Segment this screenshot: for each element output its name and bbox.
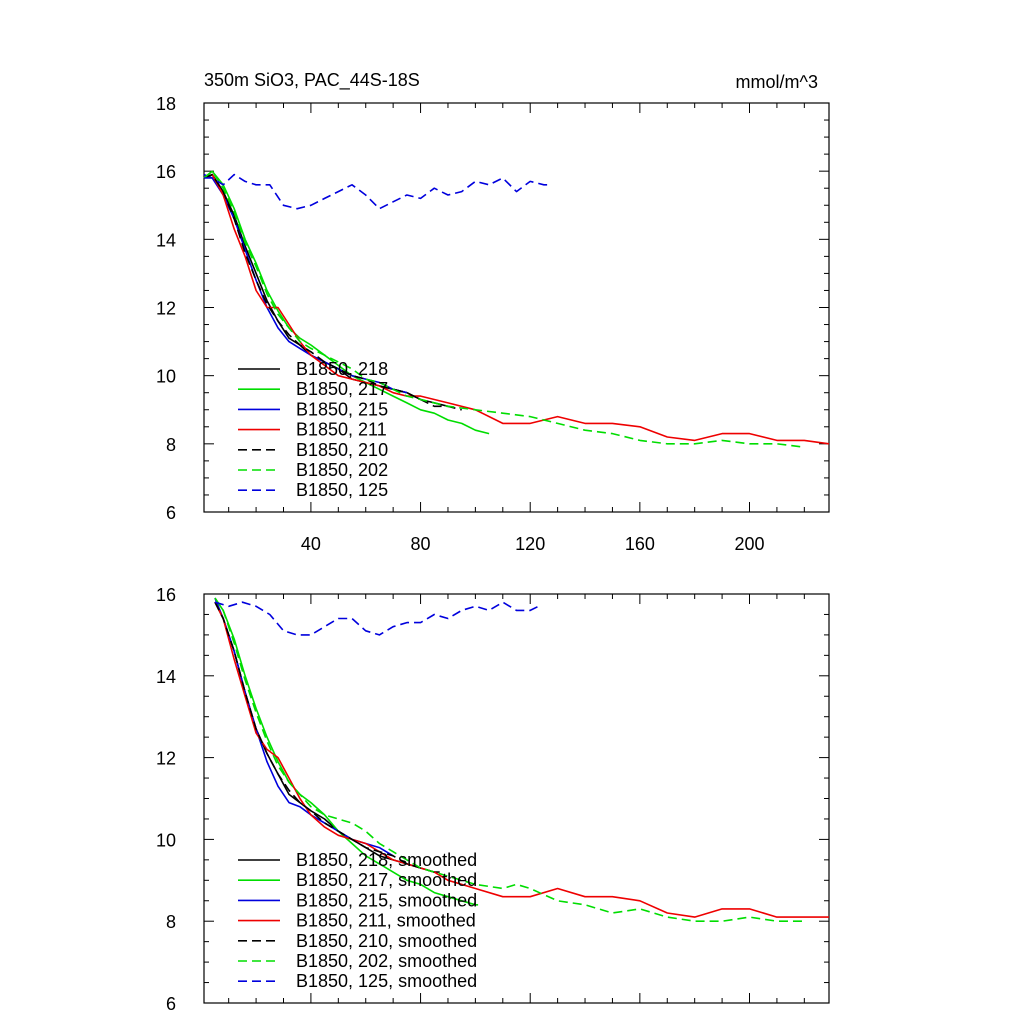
bottom-series-line	[214, 601, 440, 873]
bottom-legend-label: B1850, 217, smoothed	[296, 870, 477, 890]
top-legend-label: B1850, 125	[296, 480, 388, 500]
bottom-y-tick-label: 16	[156, 585, 176, 605]
bottom-legend-label: B1850, 215, smoothed	[296, 890, 477, 910]
bottom-legend-label: B1850, 218, smoothed	[296, 850, 477, 870]
top-y-tick-label: 8	[166, 435, 176, 455]
top-y-tick-label: 16	[156, 162, 176, 182]
top-legend-label: B1850, 202	[296, 460, 388, 480]
top-series-line	[203, 170, 805, 448]
top-legend-label: B1850, 215	[296, 399, 388, 419]
top-y-tick-label: 12	[156, 299, 176, 319]
bottom-legend-label: B1850, 125, smoothed	[296, 971, 477, 991]
top-y-tick-label: 6	[166, 503, 176, 523]
figure-title: 350m SiO3, PAC_44S-18S	[204, 70, 420, 91]
top-legend-label: B1850, 211	[296, 420, 387, 440]
bottom-y-tick-label: 6	[166, 994, 176, 1014]
bottom-y-tick-label: 12	[156, 749, 176, 769]
top-x-tick-label: 40	[301, 534, 321, 554]
top-legend-label: B1850, 217	[296, 379, 388, 399]
bottom-series-line	[214, 597, 394, 857]
top-y-tick-label: 18	[156, 94, 176, 114]
top-x-tick-label: 120	[515, 534, 545, 554]
bottom-y-tick-label: 10	[156, 830, 176, 850]
top-series-line	[204, 173, 550, 210]
bottom-series-line	[214, 601, 435, 873]
top-x-tick-label: 200	[734, 534, 764, 554]
bottom-legend-label: B1850, 211, smoothed	[296, 911, 476, 931]
bottom-legend-label: B1850, 202, smoothed	[296, 951, 477, 971]
bottom-y-tick-label: 8	[166, 912, 176, 932]
units-label: mmol/m^3	[736, 72, 818, 92]
top-x-tick-label: 160	[625, 534, 655, 554]
bottom-series-line	[214, 601, 539, 636]
bottom-legend-label: B1850, 210, smoothed	[296, 931, 477, 951]
top-legend-label: B1850, 210	[296, 440, 388, 460]
top-y-tick-label: 14	[156, 230, 176, 250]
bottom-series-line	[214, 597, 805, 922]
top-y-tick-label: 10	[156, 367, 176, 387]
bottom-y-tick-label: 14	[156, 667, 176, 687]
top-series-line	[203, 170, 490, 435]
top-legend-label: B1850, 218	[296, 359, 388, 379]
top-x-tick-label: 80	[411, 534, 431, 554]
top-series-line	[203, 173, 462, 411]
